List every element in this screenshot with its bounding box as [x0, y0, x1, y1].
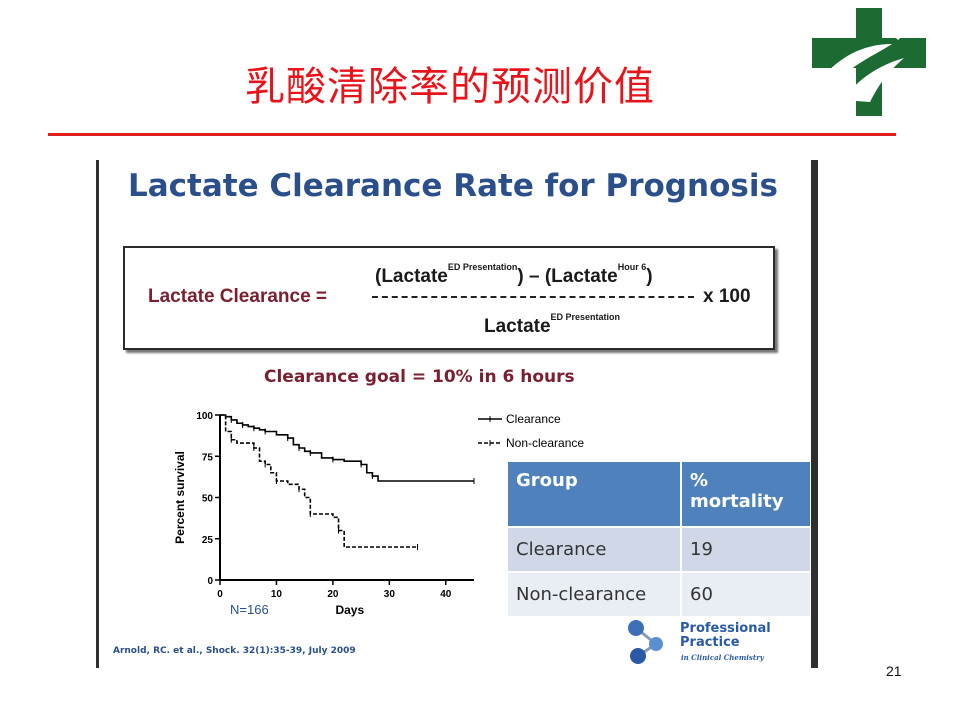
table-cell: 19	[682, 526, 810, 571]
table-cell: 60	[682, 571, 810, 616]
logo-subtitle: in Clinical Chemistry	[681, 653, 764, 662]
formula-numerator: (LactateED Presentation) – (LactateHour …	[375, 262, 653, 287]
clearance-goal: Clearance goal = 10% in 6 hours	[264, 367, 575, 387]
table-header-group: Group	[508, 462, 682, 526]
title-divider	[48, 133, 896, 136]
y-tick-label: 0	[207, 576, 213, 587]
x-tick-label: 40	[440, 589, 452, 600]
survival-chart: 0 25 50 75 100 0 10 20 30 40 Percent survival Days N…	[173, 411, 584, 617]
y-tick-label: 75	[202, 452, 214, 463]
sample-size-label: N=166	[230, 602, 269, 617]
formula-box	[123, 246, 775, 350]
legend-label: Non-clearance	[506, 436, 584, 450]
y-axis-label: Percent survival	[173, 451, 187, 544]
table-header-row: Group % mortality	[508, 462, 810, 526]
y-tick-label: 100	[196, 411, 213, 422]
logo-line-2: Practice	[680, 635, 740, 650]
formula-label: Lactate Clearance =	[148, 286, 328, 307]
molecule-logo-icon	[628, 620, 663, 664]
legend-label: Clearance	[506, 412, 561, 426]
y-tick-label: 50	[202, 494, 214, 505]
formula-denominator: LactateED Presentation	[484, 312, 621, 337]
hospital-logo-icon	[812, 8, 926, 116]
x-tick-label: 10	[271, 589, 283, 600]
table-row: Non-clearance 60	[508, 571, 810, 616]
logo-line-1: Professional	[680, 621, 771, 636]
formula-fraction-bar	[372, 296, 694, 298]
x-tick-label: 20	[327, 589, 339, 600]
formula-multiplier: x 100	[703, 286, 751, 307]
table-cell: Non-clearance	[508, 571, 682, 616]
slide-title: 乳酸清除率的预测价值	[245, 64, 655, 110]
table-row: Clearance 19	[508, 526, 810, 571]
series-line-clearance	[220, 414, 474, 482]
y-tick-label: 25	[202, 535, 214, 546]
mortality-table: Group % mortality Clearance 19 Non-clear…	[508, 462, 810, 616]
page-number: 21	[886, 663, 902, 679]
series-line-non-clearance	[220, 414, 418, 548]
x-tick-label: 0	[217, 589, 223, 600]
x-tick-label: 30	[384, 589, 396, 600]
panel-title: Lactate Clearance Rate for Prognosis	[128, 168, 778, 204]
table-cell: Clearance	[508, 526, 682, 571]
table-header-mortality: % mortality	[682, 462, 810, 526]
x-axis-label: Days	[335, 603, 364, 617]
professional-practice-logo-text: Professional Practice	[680, 622, 771, 650]
citation: Arnold, RC. et al., Shock. 32(1):35-39, …	[113, 646, 356, 656]
